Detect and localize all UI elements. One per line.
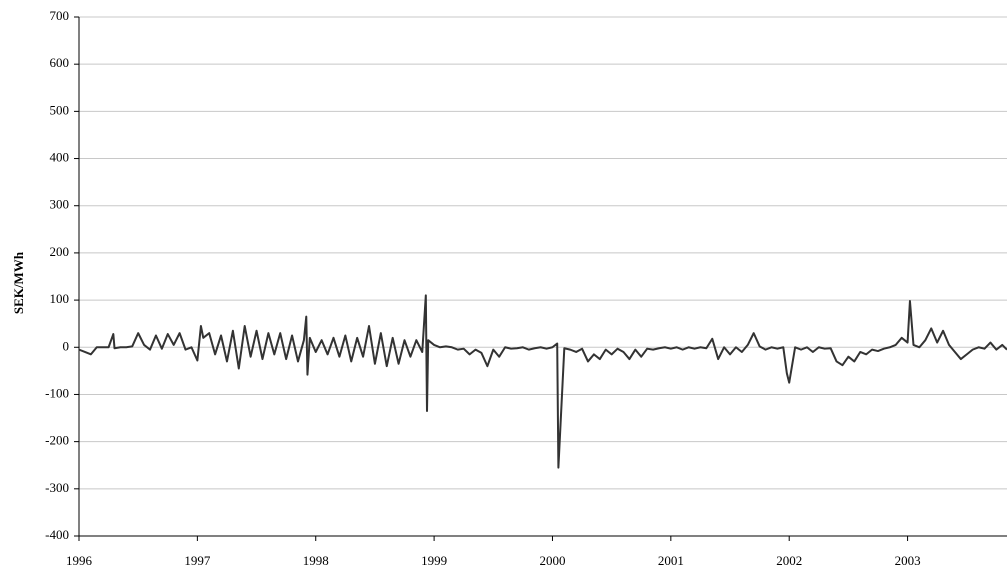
x-tick-label: 1998 xyxy=(303,553,329,568)
y-tick-label: -400 xyxy=(45,527,69,542)
y-tick-label: 300 xyxy=(50,197,70,212)
y-tick-label: 700 xyxy=(50,8,70,23)
x-tick-label: 2002 xyxy=(776,553,802,568)
x-tick-label: 2003 xyxy=(895,553,921,568)
y-tick-label: 600 xyxy=(50,55,70,70)
y-tick-label: 400 xyxy=(50,150,70,165)
x-tick-label: 1997 xyxy=(184,553,211,568)
y-tick-label: 100 xyxy=(50,291,70,306)
x-tick-label: 1996 xyxy=(66,553,93,568)
y-tick-label: -200 xyxy=(45,433,69,448)
y-tick-label: 0 xyxy=(63,338,70,353)
x-tick-label: 2000 xyxy=(539,553,565,568)
y-tick-label: -300 xyxy=(45,480,69,495)
y-tick-label: 500 xyxy=(50,102,70,117)
y-tick-label: -100 xyxy=(45,385,69,400)
y-axis-label: SEK/MWh xyxy=(11,251,26,314)
data-line xyxy=(78,294,1007,469)
x-tick-label: 2001 xyxy=(658,553,684,568)
x-tick-label: 1999 xyxy=(421,553,447,568)
y-tick-label: 200 xyxy=(50,244,70,259)
